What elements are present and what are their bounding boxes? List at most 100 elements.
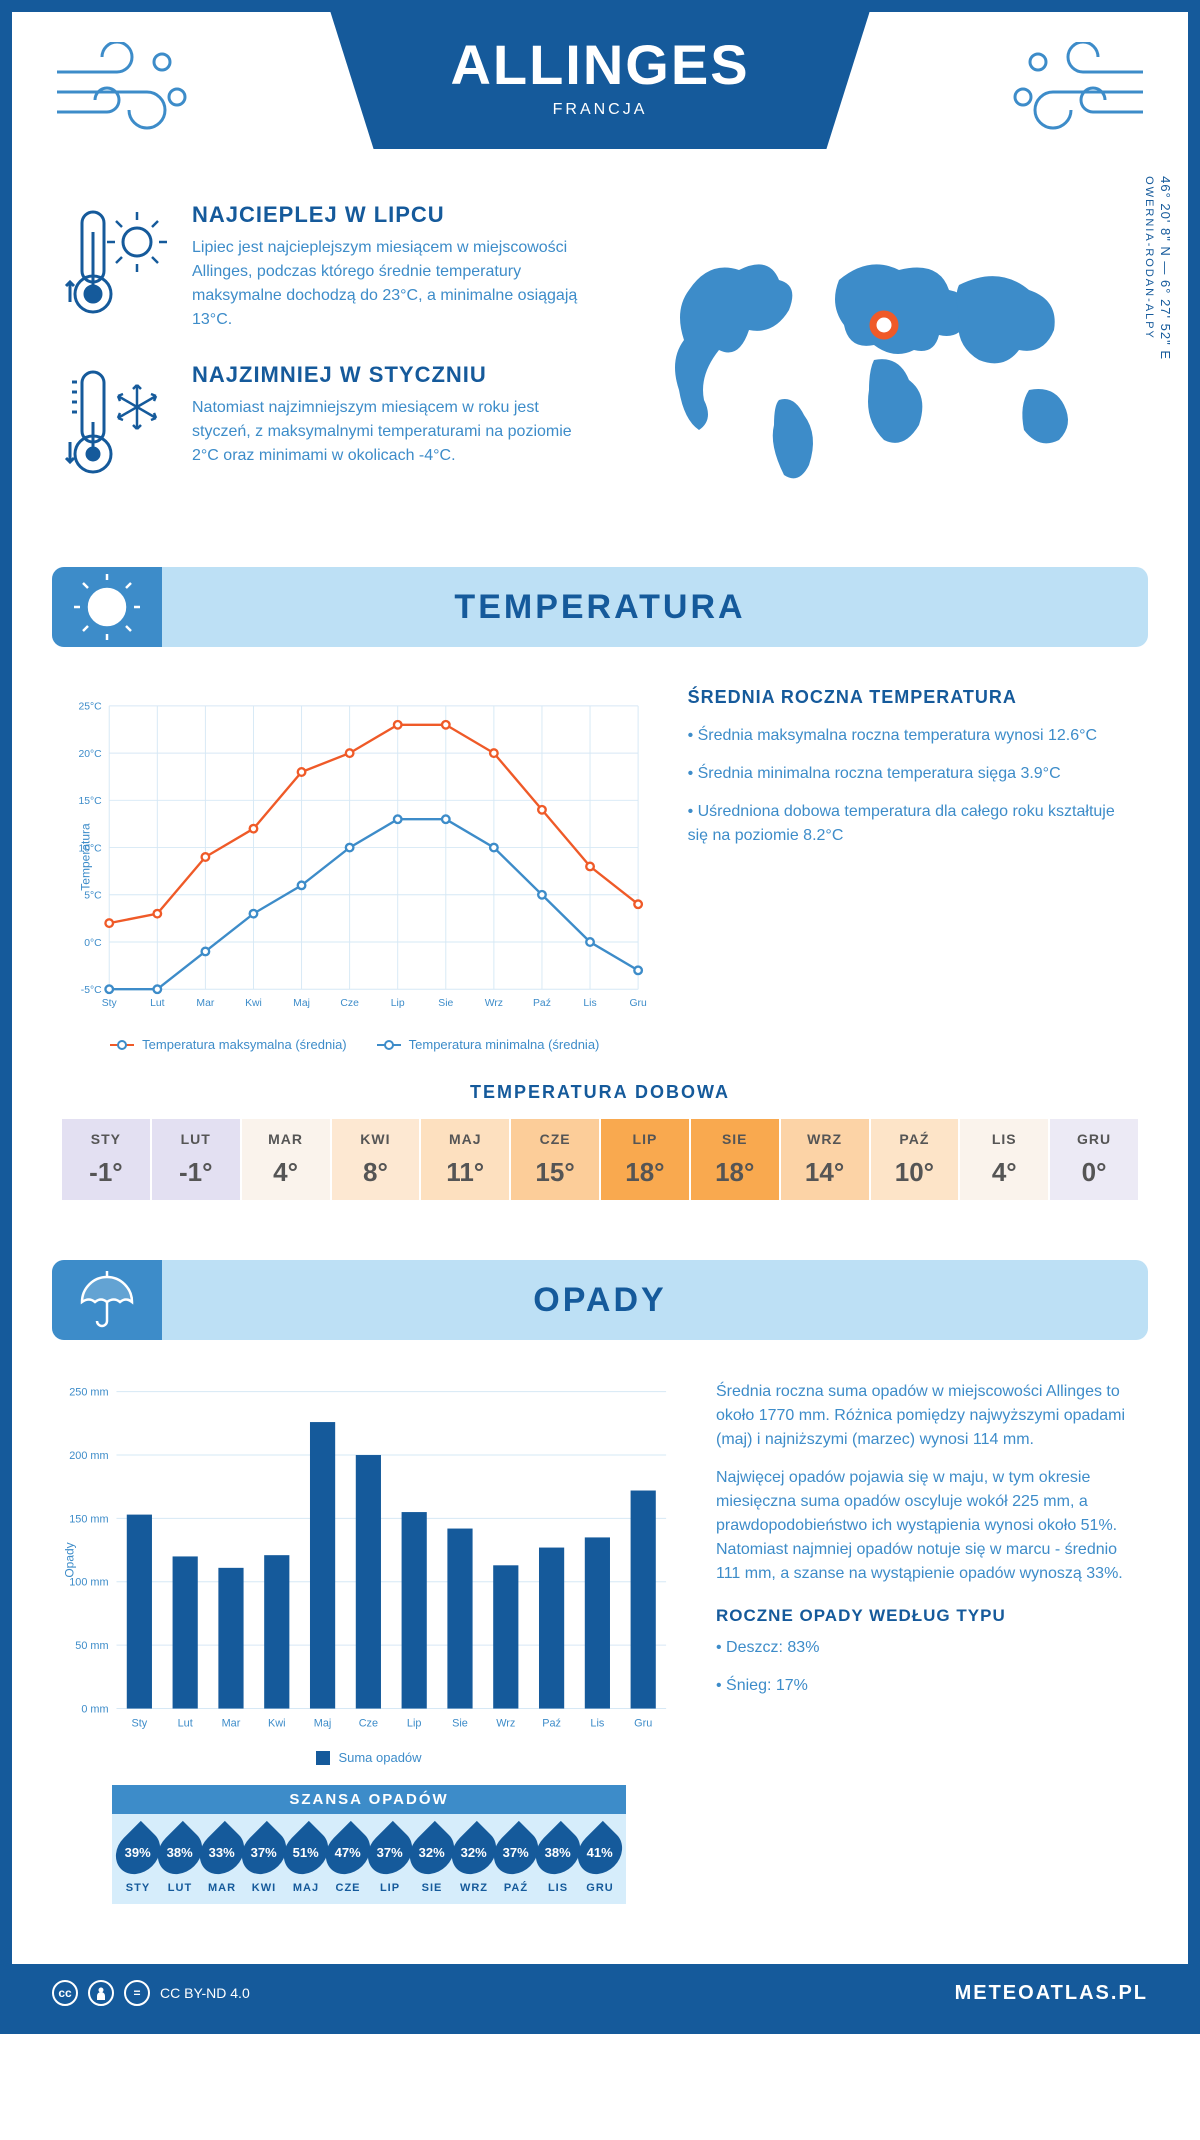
chance-drop: 37%KWI [244,1828,284,1894]
legend-label: Suma opadów [338,1750,421,1765]
desc-line: • Średnia minimalna roczna temperatura s… [688,762,1138,786]
temperature-line-chart: Temperatura -5°C0°C5°C10°C15°C20°C25°CSt… [62,687,648,1027]
temp-cell: LIP18° [601,1119,689,1200]
fact-title: NAJCIEPLEJ W LIPCU [192,202,580,228]
type-title: ROCZNE OPADY WEDŁUG TYPU [716,1606,1138,1626]
coordinates: 46° 20' 8" N — 6° 27' 52" E OWERNIA-RODA… [1143,176,1173,360]
section-header-precipitation: OPADY [52,1260,1148,1340]
svg-text:Gru: Gru [634,1717,652,1729]
svg-text:Paź: Paź [542,1717,561,1729]
svg-text:Wrz: Wrz [485,998,503,1009]
svg-text:Lip: Lip [391,998,405,1009]
fact-body: Lipiec jest najcieplejszym miesiącem w m… [192,236,580,332]
temp-cell: MAJ11° [421,1119,509,1200]
temp-cell: LUT-1° [152,1119,240,1200]
wind-icon [1008,42,1148,137]
svg-text:Wrz: Wrz [496,1717,515,1729]
fact-title: NAJZIMNIEJ W STYCZNIU [192,362,580,388]
chance-title: SZANSA OPADÓW [112,1785,626,1814]
precipitation-chance-box: SZANSA OPADÓW 39%STY38%LUT33%MAR37%KWI51… [112,1785,626,1904]
svg-text:Sie: Sie [438,998,453,1009]
title-banner: ALLINGES FRANCJA [330,12,869,149]
chance-drop: 32%WRZ [454,1828,494,1894]
thermometer-sun-icon [62,202,172,332]
svg-text:Lis: Lis [590,1717,604,1729]
desc-para: Najwięcej opadów pojawia się w maju, w t… [716,1466,1138,1586]
city-title: ALLINGES [450,32,749,97]
section-title: TEMPERATURA [454,588,745,627]
svg-text:50 mm: 50 mm [75,1640,108,1652]
type-rain: • Deszcz: 83% [716,1636,1138,1660]
temp-cell: WRZ14° [781,1119,869,1200]
type-snow: • Śnieg: 17% [716,1674,1138,1698]
fact-warmest: NAJCIEPLEJ W LIPCU Lipiec jest najcieple… [62,202,580,332]
chance-drop: 37%LIP [370,1828,410,1894]
section-header-temperature: TEMPERATURA [52,567,1148,647]
svg-text:Lis: Lis [583,998,596,1009]
svg-text:150 mm: 150 mm [69,1513,108,1525]
chance-drop: 38%LIS [538,1828,578,1894]
wind-icon [52,42,192,137]
svg-text:Maj: Maj [293,998,310,1009]
temp-cell: GRU0° [1050,1119,1138,1200]
svg-text:15°C: 15°C [78,796,102,807]
precipitation-description: Średnia roczna suma opadów w miejscowośc… [716,1380,1138,1914]
desc-title: ŚREDNIA ROCZNA TEMPERATURA [688,687,1138,708]
desc-line: • Średnia maksymalna roczna temperatura … [688,724,1138,748]
page: ALLINGES FRANCJA NAJCIEPLEJ [0,0,1200,2034]
chance-drop: 41%GRU [580,1828,620,1894]
temperature-description: ŚREDNIA ROCZNA TEMPERATURA • Średnia mak… [688,687,1138,1052]
svg-text:0°C: 0°C [84,938,102,949]
y-axis-label: Opady [63,1542,77,1577]
svg-text:Sty: Sty [132,1717,148,1729]
precipitation-chart-row: Opady 0 mm 50 mm 100 mm 150 mm 200 mm 250 mm S… [12,1360,1188,1934]
daily-temperature-table: TEMPERATURA DOBOWA STY-1°LUT-1°MAR4°KWI8… [12,1072,1188,1240]
svg-text:200 mm: 200 mm [69,1450,108,1462]
site-name: METEOATLAS.PL [955,1982,1148,2005]
precipitation-bar-chart: Opady 0 mm 50 mm 100 mm 150 mm 200 mm 250 mm S… [62,1380,676,1740]
cc-icon: cc [52,1980,78,2006]
license-block: cc = CC BY-ND 4.0 [52,1980,250,2006]
svg-text:-5°C: -5°C [81,985,102,996]
desc-line: • Uśredniona dobowa temperatura dla całe… [688,800,1138,848]
temp-cell: STY-1° [62,1119,150,1200]
svg-text:Cze: Cze [340,998,359,1009]
fact-coldest: NAJZIMNIEJ W STYCZNIU Natomiast najzimni… [62,362,580,487]
temp-cell: LIS4° [960,1119,1048,1200]
svg-text:Maj: Maj [314,1717,332,1729]
daily-title: TEMPERATURA DOBOWA [62,1082,1138,1103]
fact-body: Natomiast najzimniejszym miesiącem w rok… [192,396,580,468]
svg-text:250 mm: 250 mm [69,1387,108,1399]
svg-text:Paź: Paź [533,998,551,1009]
section-title: OPADY [533,1281,666,1320]
temp-cell: PAŹ10° [871,1119,959,1200]
svg-text:Lut: Lut [150,998,165,1009]
svg-text:Sie: Sie [452,1717,468,1729]
svg-text:Cze: Cze [359,1717,378,1729]
svg-text:Kwi: Kwi [268,1717,286,1729]
sun-icon [52,567,162,647]
svg-text:25°C: 25°C [78,702,102,713]
svg-text:Mar: Mar [196,998,214,1009]
svg-text:Sty: Sty [102,998,118,1009]
precip-by-type: ROCZNE OPADY WEDŁUG TYPU • Deszcz: 83% •… [716,1606,1138,1698]
svg-text:Mar: Mar [222,1717,241,1729]
temp-cell: CZE15° [511,1119,599,1200]
svg-text:Lip: Lip [407,1717,422,1729]
svg-text:Kwi: Kwi [245,998,262,1009]
chart-legend: Suma opadów [62,1750,676,1765]
thermometer-snow-icon [62,362,172,487]
chance-drop: 32%SIE [412,1828,452,1894]
chance-drop: 37%PAŹ [496,1828,536,1894]
svg-text:5°C: 5°C [84,891,102,902]
svg-text:0 mm: 0 mm [81,1704,108,1716]
license-text: CC BY-ND 4.0 [160,1985,250,2001]
header: ALLINGES FRANCJA [12,12,1188,192]
by-icon [88,1980,114,2006]
svg-text:Gru: Gru [629,998,647,1009]
svg-text:20°C: 20°C [78,749,102,760]
svg-text:100 mm: 100 mm [69,1577,108,1589]
footer: cc = CC BY-ND 4.0 METEOATLAS.PL [12,1964,1188,2022]
intro-section: NAJCIEPLEJ W LIPCU Lipiec jest najcieple… [12,192,1188,547]
svg-text:Lut: Lut [178,1717,193,1729]
